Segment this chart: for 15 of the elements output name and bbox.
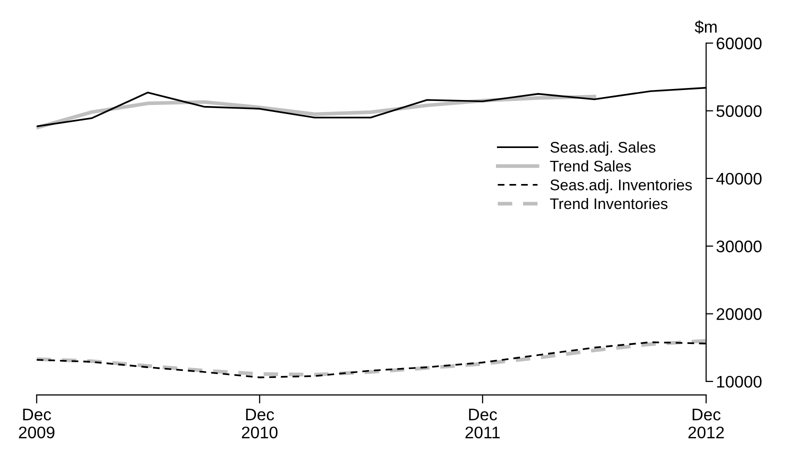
x-tick-label: Dec 2009 [18, 408, 54, 438]
y-tick-label: 40000 [716, 172, 762, 185]
legend-label: Trend Sales [550, 160, 631, 172]
legend-label: Seas.adj. Sales [550, 141, 656, 156]
x-tick-label: Dec 2011 [465, 408, 500, 438]
legend-label: Seas.adj. Inventories [550, 179, 692, 194]
x-tick-label: Dec 2012 [688, 408, 724, 438]
y-tick-label: 10000 [717, 376, 762, 388]
legend-label: Trend Inventories [550, 198, 668, 210]
x-tick-label: Dec 2010 [242, 408, 278, 438]
y-tick-label: 50000 [716, 105, 762, 117]
y-tick-label: 30000 [716, 240, 762, 252]
y-tick-label: 20000 [716, 308, 762, 320]
y-tick-label: 60000 [716, 38, 762, 50]
y-axis-title: $m [694, 20, 717, 34]
